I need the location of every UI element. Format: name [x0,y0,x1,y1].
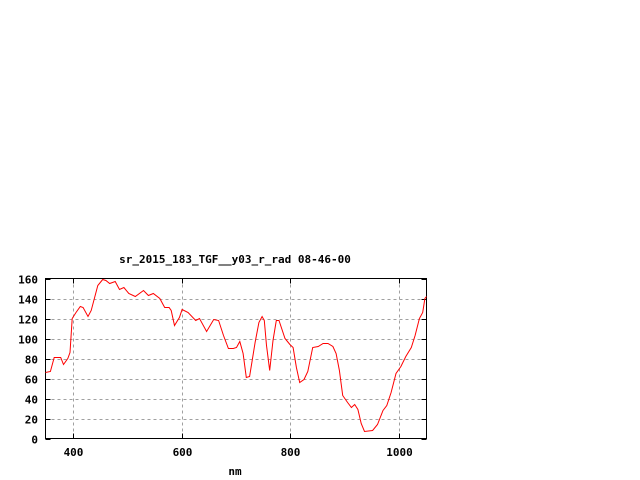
x-tick-label: 800 [281,446,301,459]
x-tick-label: 600 [173,446,193,459]
plot-frame [45,278,427,439]
y-tick-label: 60 [25,374,38,387]
ticks: 0 20 40 60 80 100 120 140 160 400 600 800 1000 [18,274,427,459]
series-line [45,278,427,433]
x-tick-label: 1000 [386,446,413,459]
y-tick-label: 20 [25,414,38,427]
y-tick-label: 120 [18,314,38,327]
y-tick-label: 160 [18,274,38,287]
y-tick-label: 100 [18,334,38,347]
y-tick-label: 40 [25,394,38,407]
y-tick-label: 80 [25,354,38,367]
x-tick-label: 400 [64,446,84,459]
grid [45,278,427,439]
chart-title: sr_2015_183_TGF__y03_r_rad 08-46-00 [119,253,351,266]
x-axis-label: nm [228,465,242,478]
y-tick-label: 140 [18,294,38,307]
y-tick-label: 0 [31,434,38,447]
